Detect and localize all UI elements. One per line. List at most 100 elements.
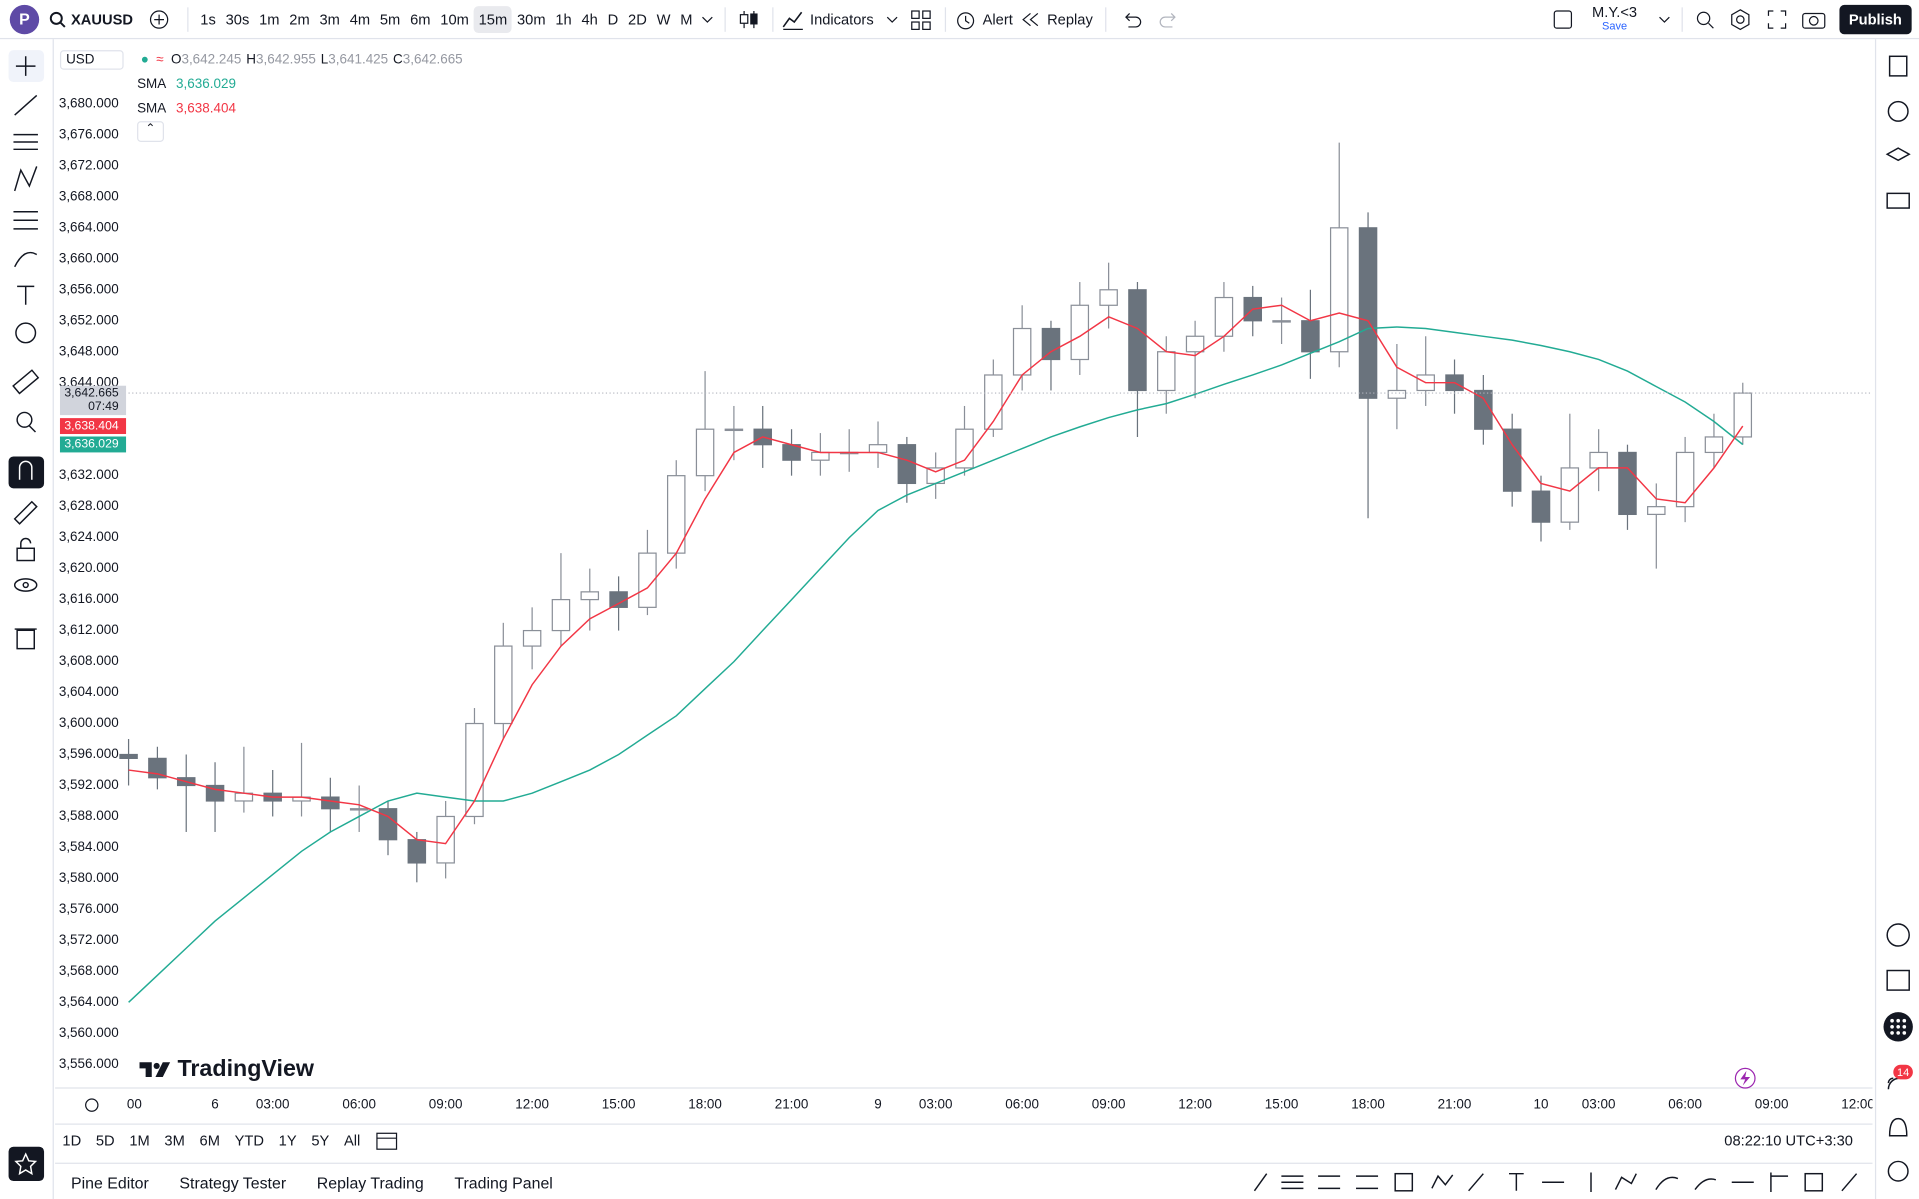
replay-button[interactable]: Replay bbox=[1047, 10, 1093, 28]
interval[interactable]: 4m bbox=[349, 10, 371, 28]
tab[interactable]: Strategy Tester bbox=[179, 1173, 287, 1192]
interval[interactable]: 10m bbox=[440, 10, 469, 28]
tab[interactable]: Replay Trading bbox=[316, 1173, 424, 1192]
range-button[interactable]: 3M bbox=[164, 1132, 185, 1150]
x-tick-label: 15:00 bbox=[602, 1097, 636, 1112]
currency-select[interactable]: USD bbox=[59, 50, 124, 70]
interval[interactable]: 6m bbox=[410, 10, 431, 28]
interval[interactable]: 15m bbox=[473, 5, 513, 33]
lock-tool[interactable] bbox=[16, 537, 36, 562]
layout-checkbox[interactable] bbox=[1550, 7, 1574, 31]
layout-name[interactable]: M.Y.<3 Save bbox=[1592, 4, 1637, 33]
layout-dropdown[interactable] bbox=[1654, 12, 1674, 27]
delete-tool[interactable] bbox=[14, 628, 37, 650]
tab[interactable]: Trading Panel bbox=[454, 1173, 553, 1192]
fav-tool[interactable] bbox=[1804, 1172, 1824, 1192]
interval[interactable]: 4h bbox=[581, 10, 598, 28]
text-tool[interactable] bbox=[17, 285, 35, 305]
prediction-tool[interactable] bbox=[13, 210, 38, 230]
quick-search[interactable] bbox=[1690, 7, 1722, 31]
interval[interactable]: W bbox=[656, 10, 671, 28]
pattern-tool[interactable] bbox=[13, 166, 38, 192]
emoji-tool[interactable] bbox=[15, 322, 37, 344]
tab[interactable]: Pine Editor bbox=[70, 1173, 149, 1192]
snapshot[interactable] bbox=[1795, 7, 1832, 31]
range-button[interactable]: All bbox=[343, 1132, 361, 1150]
watchlist[interactable] bbox=[1888, 55, 1908, 77]
interval[interactable]: 2m bbox=[289, 10, 310, 28]
indicator-row[interactable]: SMA 3,636.029 bbox=[60, 72, 463, 96]
alerts[interactable] bbox=[1887, 100, 1909, 122]
alert-button[interactable]: Alert bbox=[982, 10, 1013, 28]
range-button[interactable]: 1Y bbox=[278, 1132, 297, 1150]
object-tree[interactable] bbox=[1885, 147, 1911, 162]
fav-tool[interactable] bbox=[1356, 1175, 1379, 1190]
undo[interactable] bbox=[1114, 7, 1151, 31]
avatar[interactable]: P bbox=[9, 4, 40, 34]
settings[interactable] bbox=[1722, 7, 1759, 31]
interval-dropdown[interactable] bbox=[697, 12, 717, 27]
add-symbol[interactable] bbox=[138, 7, 180, 31]
timezone-icon[interactable] bbox=[85, 1098, 99, 1112]
collapse-legend[interactable]: ⌃ bbox=[137, 121, 164, 142]
fav-tool[interactable] bbox=[1253, 1173, 1268, 1192]
crosshair-tool[interactable] bbox=[8, 50, 45, 82]
zoom-tool[interactable] bbox=[16, 411, 37, 433]
range-button[interactable]: 5Y bbox=[311, 1132, 330, 1150]
magnet-tool[interactable] bbox=[8, 456, 45, 489]
interval[interactable]: 2D bbox=[628, 10, 647, 28]
interval[interactable]: 5m bbox=[379, 10, 401, 28]
range-button[interactable]: 1M bbox=[129, 1132, 150, 1150]
goto-date[interactable] bbox=[368, 1130, 405, 1152]
indicators-dropdown[interactable] bbox=[879, 12, 906, 27]
interval[interactable]: 3m bbox=[319, 10, 340, 28]
fav-tool[interactable] bbox=[1655, 1176, 1679, 1190]
visibility-tool[interactable] bbox=[13, 578, 38, 592]
interval[interactable]: 1h bbox=[555, 10, 572, 28]
chats[interactable] bbox=[1886, 192, 1910, 209]
help[interactable] bbox=[1887, 1160, 1909, 1182]
interval[interactable]: 1s bbox=[200, 10, 216, 28]
interval[interactable]: 1m bbox=[259, 10, 280, 28]
range-button[interactable]: 5D bbox=[95, 1132, 115, 1150]
candle-body bbox=[724, 428, 744, 432]
range-button[interactable]: YTD bbox=[234, 1132, 264, 1150]
fav-tool[interactable] bbox=[1468, 1173, 1484, 1192]
range-button[interactable]: 6M bbox=[199, 1132, 220, 1150]
fav-tool[interactable] bbox=[1509, 1172, 1524, 1191]
range-button[interactable]: 1D bbox=[62, 1132, 82, 1150]
fav-tool[interactable] bbox=[1614, 1173, 1637, 1190]
fib-tool[interactable] bbox=[13, 133, 38, 151]
fav-tool[interactable] bbox=[1694, 1178, 1717, 1191]
interval[interactable]: 30s bbox=[225, 10, 250, 28]
ideas[interactable] bbox=[1886, 923, 1910, 947]
fullscreen[interactable] bbox=[1758, 7, 1795, 31]
fav-tool[interactable] bbox=[1770, 1172, 1789, 1193]
fav-tool[interactable] bbox=[1394, 1172, 1414, 1192]
trendline-tool[interactable] bbox=[14, 94, 38, 116]
fav-tool[interactable] bbox=[1281, 1175, 1304, 1190]
symbol[interactable]: XAUUSD bbox=[70, 10, 133, 28]
indicator-row[interactable]: SMA 3,638.404 bbox=[60, 97, 463, 121]
fav-tool[interactable] bbox=[1431, 1174, 1454, 1189]
watchlist-star[interactable] bbox=[8, 1146, 45, 1182]
bolt-icon[interactable] bbox=[1734, 1067, 1756, 1089]
clock[interactable]: 08:22:10 UTC+3:30 bbox=[1724, 1132, 1853, 1150]
redo[interactable] bbox=[1150, 7, 1187, 31]
notifications[interactable] bbox=[1888, 1117, 1908, 1137]
fav-tool[interactable] bbox=[1841, 1173, 1858, 1192]
chart-type[interactable] bbox=[733, 7, 765, 31]
ruler-tool[interactable] bbox=[12, 369, 40, 395]
fav-tool[interactable] bbox=[1318, 1175, 1341, 1190]
products[interactable] bbox=[1883, 1012, 1913, 1042]
interval[interactable]: 30m bbox=[517, 10, 546, 28]
stream[interactable] bbox=[1887, 1077, 1900, 1090]
calendar[interactable] bbox=[1886, 969, 1910, 991]
indicators-button[interactable]: Indicators bbox=[809, 10, 874, 28]
publish-button[interactable]: Publish bbox=[1839, 4, 1912, 34]
interval[interactable]: M bbox=[680, 10, 693, 28]
lock-drawing[interactable] bbox=[13, 500, 38, 525]
templates[interactable] bbox=[905, 7, 937, 31]
brush-tool[interactable] bbox=[14, 251, 38, 268]
interval[interactable]: D bbox=[607, 10, 619, 28]
